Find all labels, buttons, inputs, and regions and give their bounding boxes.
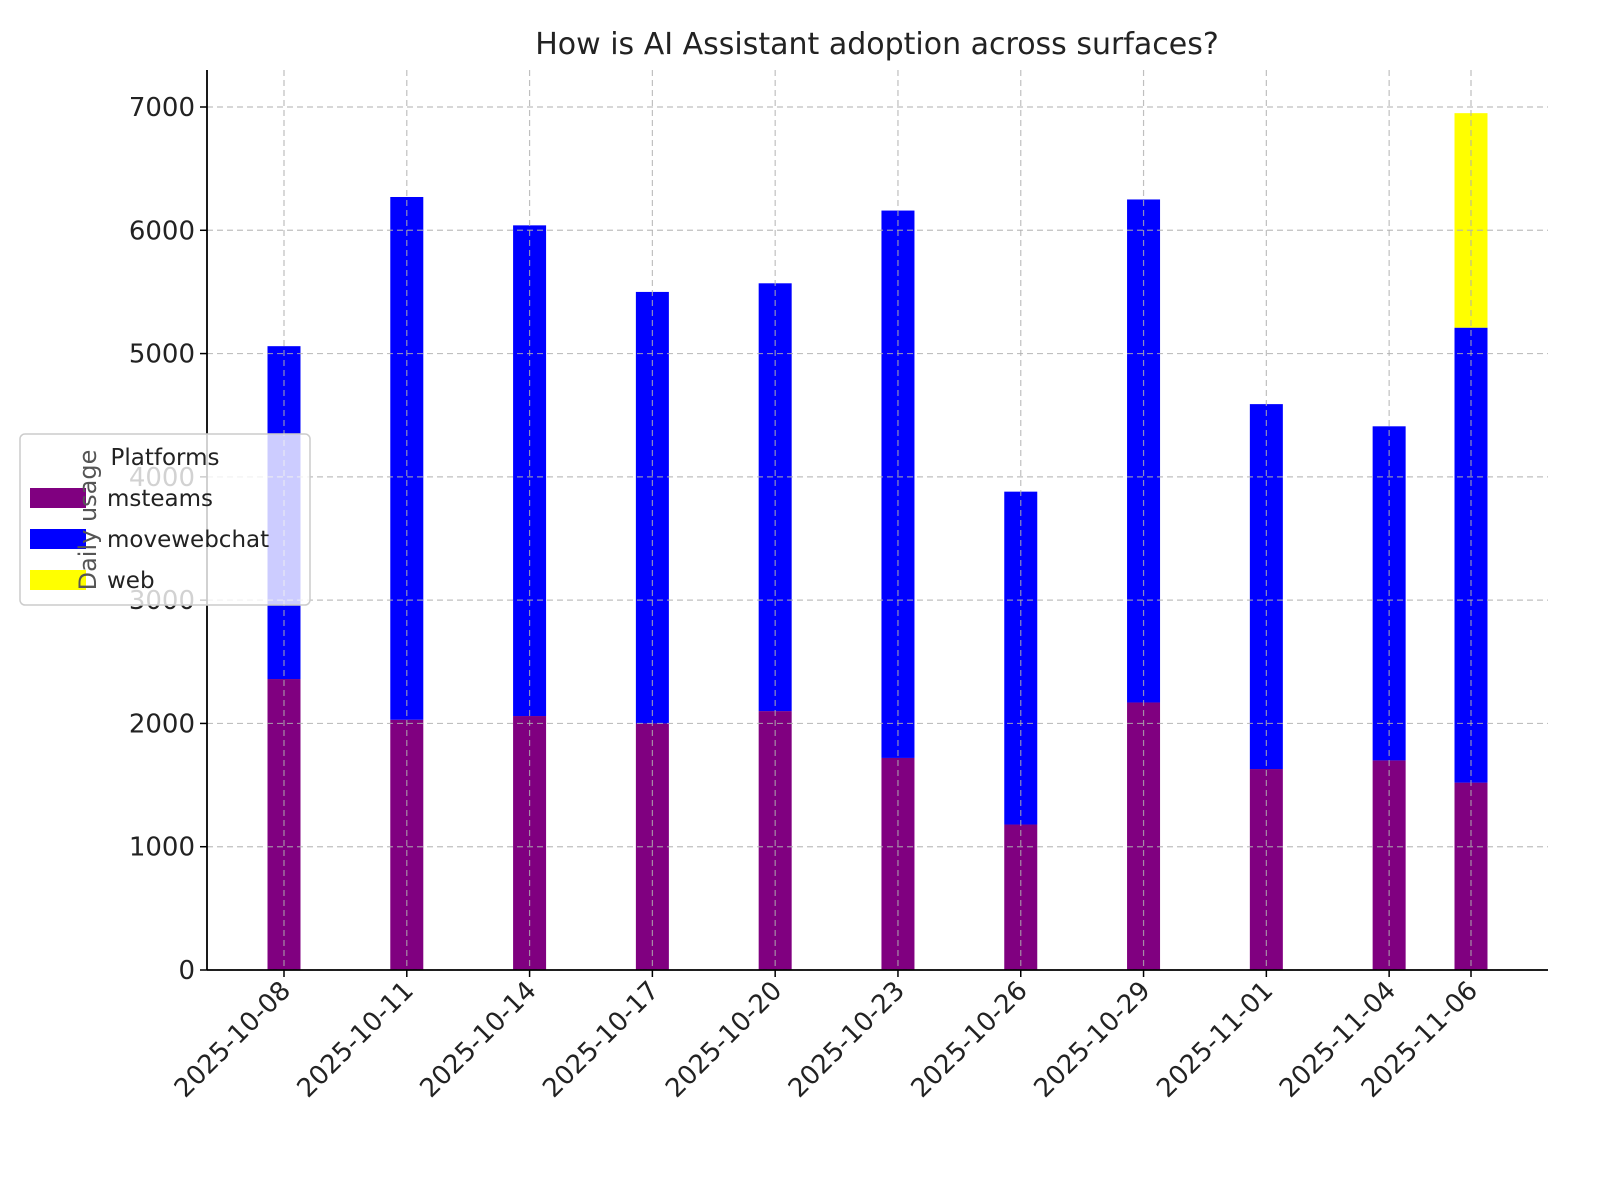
y-tick-label: 6000: [129, 216, 195, 246]
x-tick-label: 2025-10-08: [169, 976, 297, 1104]
chart-title: How is AI Assistant adoption across surf…: [535, 27, 1219, 62]
bar-movewebchat-2025-10-17: [635, 291, 669, 724]
x-tick-label: 2025-10-20: [660, 976, 788, 1104]
legend-label-movewebchat: movewebchat: [107, 527, 269, 553]
legend-swatch-msteams: [30, 488, 86, 508]
legend-swatch-movewebchat: [30, 529, 86, 549]
y-tick-label: 7000: [129, 93, 195, 123]
y-tick-label: 5000: [129, 340, 195, 370]
bar-movewebchat-2025-10-26: [1004, 491, 1038, 825]
bars: [267, 113, 1488, 970]
x-tick-label: 2025-10-17: [537, 976, 665, 1104]
legend-label-web: web: [107, 568, 155, 594]
legend-title: Platforms: [111, 445, 220, 471]
y-tick-label: 1000: [129, 833, 195, 863]
y-tick-label: 0: [178, 956, 195, 986]
y-tick-label: 2000: [129, 709, 195, 739]
x-tick-label: 2025-10-26: [906, 976, 1034, 1104]
y-axis-label: Daily usage: [74, 450, 102, 591]
bar-movewebchat-2025-10-20: [758, 283, 792, 712]
axes: 010002000300040005000600070002025-10-082…: [129, 70, 1548, 1104]
x-tick-label: 2025-10-14: [414, 976, 542, 1104]
legend: Platforms msteams movewebchat web: [19, 433, 311, 606]
legend-box: [19, 433, 311, 606]
x-tick-label: 2025-11-01: [1151, 976, 1279, 1104]
x-tick-label: 2025-10-11: [292, 976, 420, 1104]
legend-swatch-web: [30, 570, 86, 590]
x-tick-label: 2025-10-29: [1028, 976, 1156, 1104]
bar-msteams-2025-11-01: [1249, 769, 1283, 970]
legend-label-msteams: msteams: [107, 486, 213, 512]
x-tick-label: 2025-10-23: [783, 976, 911, 1104]
